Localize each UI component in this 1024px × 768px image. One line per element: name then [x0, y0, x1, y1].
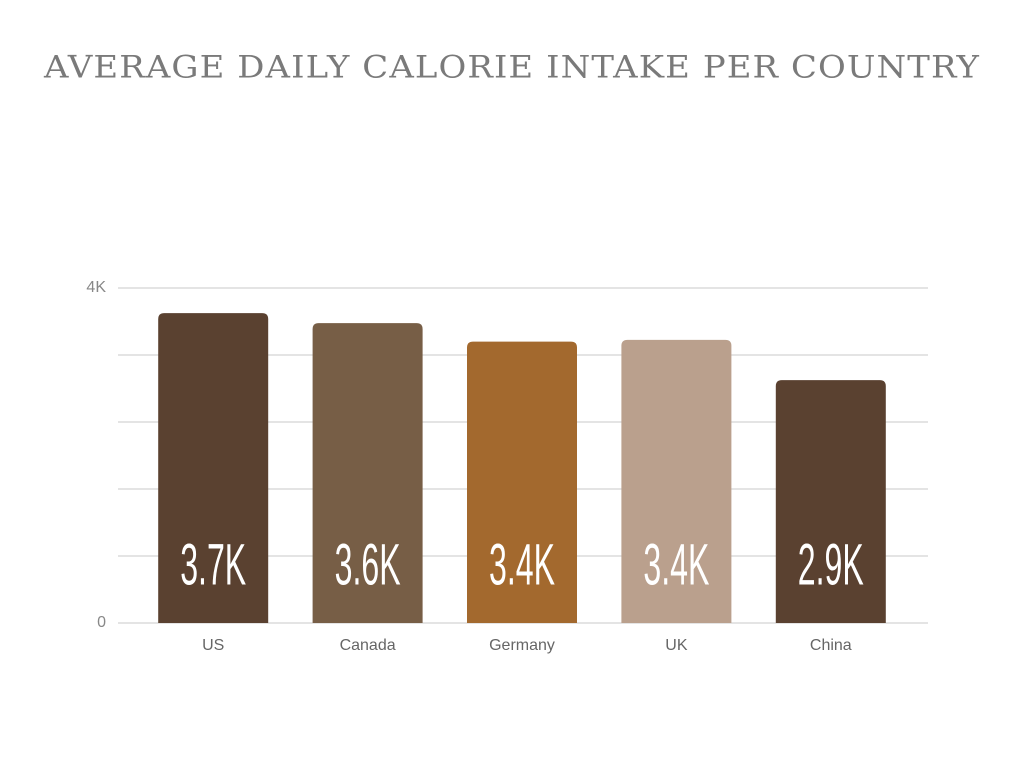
- value-label: 3.7K: [180, 532, 246, 597]
- value-label: 2.9K: [798, 532, 864, 597]
- y-tick-label: 4K: [86, 279, 106, 296]
- bar: [621, 339, 732, 623]
- bar: [158, 313, 269, 623]
- bar: [312, 323, 423, 623]
- bar: [467, 341, 577, 623]
- x-tick-label: US: [202, 637, 224, 654]
- x-tick-label: UK: [665, 637, 688, 654]
- x-tick-label: China: [810, 637, 852, 654]
- x-tick-label: Canada: [340, 637, 396, 654]
- bar: [775, 380, 886, 623]
- y-tick-label: 0: [97, 614, 106, 631]
- value-label: 3.6K: [335, 532, 401, 597]
- chart-title: AVERAGE DAILY CALORIE INTAKE PER COUNTRY: [43, 50, 980, 86]
- value-label: 3.4K: [489, 532, 555, 597]
- value-label: 3.4K: [643, 532, 709, 597]
- x-tick-label: Germany: [489, 637, 555, 654]
